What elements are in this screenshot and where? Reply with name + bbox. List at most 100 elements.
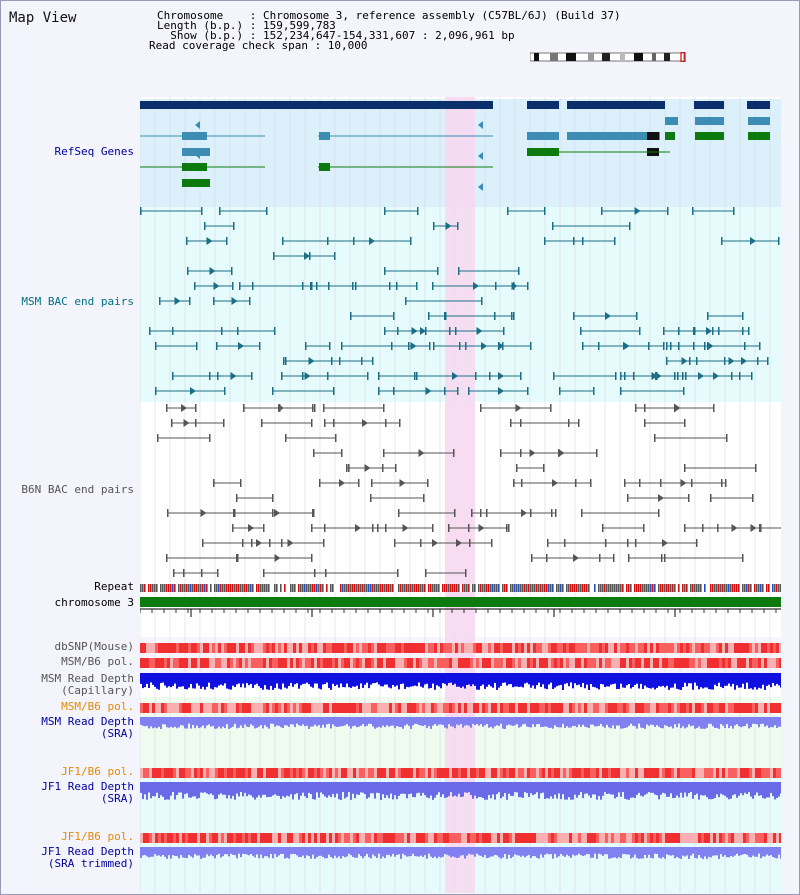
bac-end: [224, 387, 226, 395]
pol-cell: [290, 643, 293, 653]
depth-bar: [538, 717, 540, 725]
pol-cell: [497, 833, 500, 843]
depth-bar: [752, 782, 754, 799]
bac-arrow: [707, 342, 714, 350]
repeat-mark: [750, 584, 752, 592]
chromosome-ideogram[interactable]: [530, 52, 686, 62]
pol-cell: [320, 703, 323, 713]
pol-cell: [716, 833, 719, 843]
depth-bar: [764, 673, 766, 690]
depth-bar: [732, 673, 734, 684]
depth-bar: [194, 717, 196, 729]
depth-bar: [204, 673, 206, 690]
depth-bar: [724, 717, 726, 729]
pol-cell: [518, 768, 521, 778]
pol-cell: [587, 768, 590, 778]
pol-cell: [404, 703, 407, 713]
bac-end: [507, 207, 509, 215]
bac-arrow: [731, 524, 738, 532]
depth-bar: [410, 717, 412, 729]
depth-bar: [576, 847, 578, 856]
depth-bar: [744, 782, 746, 793]
pol-cell: [509, 643, 512, 653]
pol-cell: [413, 658, 416, 668]
pol-cell: [695, 643, 698, 653]
pol-cell: [554, 768, 557, 778]
pol-cell: [443, 768, 446, 778]
pol-cell: [533, 833, 536, 843]
depth-bar: [168, 782, 170, 800]
depth-bar: [294, 717, 296, 728]
bac-end: [639, 327, 641, 335]
depth-bar: [304, 673, 306, 684]
repeat-mark: [350, 584, 352, 592]
depth-bar: [226, 673, 228, 689]
msm-bac-track: [140, 207, 780, 395]
pol-cell: [161, 833, 164, 843]
pol-cell: [251, 703, 254, 713]
bac-end: [324, 524, 326, 532]
pol-cell: [380, 703, 383, 713]
bac-end: [242, 539, 244, 547]
pol-cell: [215, 768, 218, 778]
depth-bar: [250, 782, 252, 796]
depth-bar: [594, 717, 596, 727]
depth-bar: [638, 673, 640, 689]
pol-cell: [488, 833, 491, 843]
repeat-mark: [214, 584, 216, 592]
depth-bar: [228, 717, 230, 729]
depth-bar: [588, 673, 590, 690]
pol-cell: [185, 833, 188, 843]
pol-cell: [569, 643, 572, 653]
pol-cell: [476, 833, 479, 843]
depth-bar: [684, 847, 686, 857]
depth-bar: [768, 717, 770, 728]
bac-end: [757, 357, 759, 365]
depth-bar: [704, 782, 706, 796]
pol-cell: [230, 643, 233, 653]
pol-cell: [530, 833, 533, 843]
pol-cell: [386, 643, 389, 653]
depth-bar: [182, 782, 184, 799]
depth-bar: [160, 782, 162, 796]
pol-cell: [392, 658, 395, 668]
pol-cell: [647, 703, 650, 713]
depth-bar: [710, 717, 712, 724]
pol-cell: [707, 658, 710, 668]
bac-end: [166, 554, 168, 562]
depth-bar: [442, 782, 444, 795]
pol-cell: [152, 658, 155, 668]
repeat-mark: [386, 584, 388, 592]
pol-cell: [173, 643, 176, 653]
pol-cell: [212, 658, 215, 668]
depth-bar: [334, 717, 336, 727]
depth-bar: [370, 673, 372, 685]
depth-bar: [378, 782, 380, 794]
bac-end: [593, 387, 595, 395]
repeat-mark: [582, 584, 584, 592]
genome-tracks-panel[interactable]: [140, 97, 781, 893]
pol-cell: [680, 768, 683, 778]
pol-cell: [533, 643, 536, 653]
repeat-mark: [710, 584, 712, 592]
depth-bar: [718, 847, 720, 859]
depth-bar: [750, 673, 752, 689]
pol-cell: [575, 658, 578, 668]
depth-bar: [312, 717, 314, 727]
pol-cell: [599, 658, 602, 668]
depth-bar: [236, 847, 238, 859]
depth-bar: [668, 847, 670, 856]
pol-cell: [506, 833, 509, 843]
repeat-mark: [764, 584, 766, 592]
depth-bar: [216, 847, 218, 855]
depth-bar: [474, 717, 476, 726]
depth-bar: [310, 673, 312, 687]
depth-bar: [476, 717, 478, 725]
pol-cell: [449, 768, 452, 778]
pol-cell: [629, 833, 632, 843]
depth-bar: [506, 673, 508, 686]
depth-bar: [524, 673, 526, 684]
repeat-mark: [568, 584, 570, 592]
depth-bar: [564, 782, 566, 800]
gene-feature: [318, 101, 493, 109]
